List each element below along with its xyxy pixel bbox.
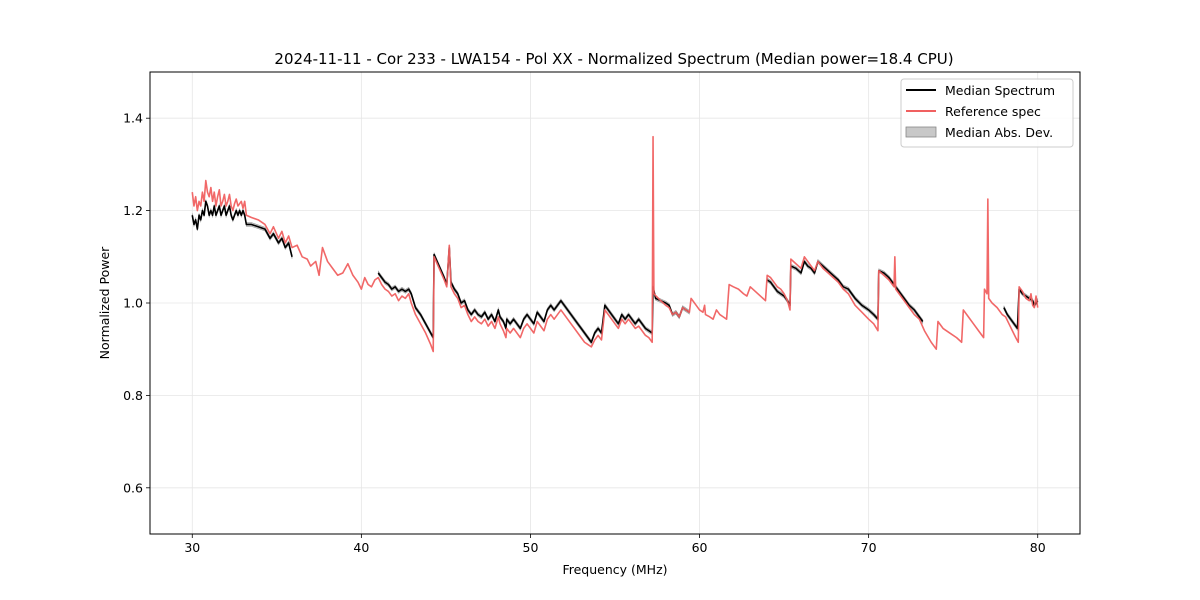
chart-title: 2024-11-11 - Cor 233 - LWA154 - Pol XX -… bbox=[274, 50, 953, 68]
x-axis-label: Frequency (MHz) bbox=[562, 562, 667, 577]
legend-swatch-median-abs-dev bbox=[905, 126, 937, 138]
x-tick-label: 80 bbox=[1030, 540, 1046, 555]
y-axis-ticks: 0.6 0.8 1.0 1.2 1.4 bbox=[123, 111, 150, 495]
y-tick-label: 1.0 bbox=[123, 296, 143, 311]
y-axis-label: Normalized Power bbox=[97, 246, 112, 360]
y-tick-label: 0.8 bbox=[123, 388, 143, 403]
median-abs-dev-band bbox=[766, 258, 924, 325]
legend-box bbox=[900, 78, 1074, 148]
y-tick-label: 1.4 bbox=[123, 111, 143, 126]
x-tick-label: 40 bbox=[353, 540, 369, 555]
reference-spec-line bbox=[191, 135, 1039, 353]
data-layer bbox=[191, 135, 1039, 353]
median-spectrum-line bbox=[191, 200, 293, 257]
x-tick-label: 30 bbox=[184, 540, 200, 555]
legend-label-median-abs-dev: Median Abs. Dev. bbox=[945, 125, 1053, 140]
median-spectrum-line bbox=[1003, 288, 1039, 330]
x-tick-label: 50 bbox=[523, 540, 539, 555]
y-tick-label: 0.6 bbox=[123, 480, 143, 495]
legend: Median Spectrum Reference spec Median Ab… bbox=[900, 78, 1074, 148]
x-tick-label: 70 bbox=[861, 540, 877, 555]
legend-label-reference-spec: Reference spec bbox=[945, 104, 1041, 119]
legend-label-median-spectrum: Median Spectrum bbox=[945, 83, 1055, 98]
y-tick-label: 1.2 bbox=[123, 203, 143, 218]
x-axis-ticks: 30 40 50 60 70 80 bbox=[184, 534, 1046, 555]
x-tick-label: 60 bbox=[692, 540, 708, 555]
